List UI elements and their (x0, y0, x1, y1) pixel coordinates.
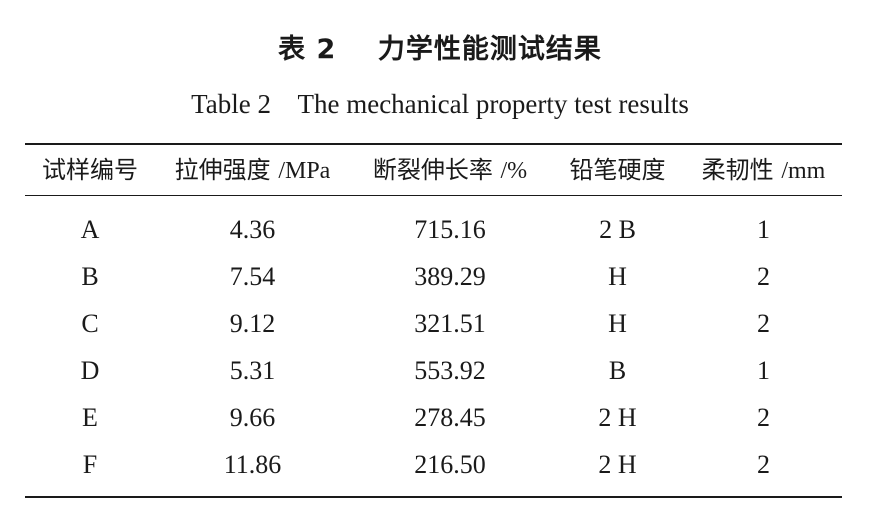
table-caption-english: Table 2 The mechanical property test res… (0, 86, 880, 122)
header-flexibility-unit: /mm (781, 158, 826, 184)
cell-flexibility: 2 (757, 262, 770, 291)
header-elongation-at-break: 断裂伸长率 /% (350, 148, 550, 192)
header-flexibility: 柔韧性 /mm (685, 148, 842, 192)
cell-elongation: 278.45 (414, 403, 486, 432)
table-row: D 5.31 553.92 B 1 (25, 347, 842, 394)
header-tensile-strength-unit: /MPa (278, 158, 331, 184)
table-row: B 7.54 389.29 H 2 (25, 253, 842, 300)
cell-sample-id: F (82, 450, 98, 479)
cell-pencil-hardness: H (608, 262, 627, 291)
cell-tensile-strength: 9.12 (229, 309, 276, 338)
table-row: C 9.12 321.51 H 2 (25, 300, 842, 347)
table-row: E 9.66 278.45 2 H 2 (25, 394, 842, 441)
table-top-rule (25, 143, 842, 145)
cell-elongation: 553.92 (414, 356, 486, 385)
header-pencil-hardness: 铅笔硬度 (550, 148, 685, 192)
cell-sample-id: E (82, 403, 98, 432)
table-row: A 4.36 715.16 2 B 1 (25, 206, 842, 253)
cell-pencil-hardness: 2 B (599, 215, 636, 244)
caption-zh-label: 表 2 (278, 34, 337, 65)
caption-zh-title: 力学性能测试结果 (377, 34, 602, 65)
cell-sample-id: B (81, 262, 99, 291)
header-tensile-strength: 拉伸强度 /MPa (155, 148, 350, 192)
cell-tensile-strength: 4.36 (229, 215, 276, 244)
cell-tensile-strength: 5.31 (229, 356, 276, 385)
cell-pencil-hardness: B (608, 356, 627, 385)
cell-elongation: 321.51 (414, 309, 486, 338)
cell-sample-id: A (80, 215, 100, 244)
caption-en-label: Table 2 (191, 89, 271, 119)
cell-flexibility: 2 (757, 403, 770, 432)
table-body: A 4.36 715.16 2 B 1 B 7.54 389.29 H 2 C … (25, 206, 842, 488)
cell-tensile-strength: 7.54 (229, 262, 276, 291)
cell-pencil-hardness: 2 H (598, 450, 637, 479)
cell-pencil-hardness: H (608, 309, 627, 338)
cell-elongation: 389.29 (414, 262, 486, 291)
cell-elongation: 216.50 (414, 450, 486, 479)
caption-en-title: The mechanical property test results (297, 89, 689, 119)
header-flexibility-text: 柔韧性 (701, 156, 782, 184)
table-row: F 11.86 216.50 2 H 2 (25, 441, 842, 488)
cell-sample-id: C (81, 309, 99, 338)
table-caption-chinese: 表 2 力学性能测试结果 (0, 30, 880, 70)
cell-pencil-hardness: 2 H (598, 403, 637, 432)
cell-flexibility: 2 (757, 450, 770, 479)
cell-flexibility: 2 (757, 309, 770, 338)
header-elongation-unit: /% (500, 158, 528, 184)
cell-tensile-strength: 11.86 (223, 450, 282, 479)
header-sample-id: 试样编号 (25, 148, 155, 192)
header-pencil-hardness-text: 铅笔硬度 (569, 156, 666, 184)
cell-tensile-strength: 9.66 (229, 403, 276, 432)
cell-flexibility: 1 (757, 215, 770, 244)
cell-elongation: 715.16 (414, 215, 486, 244)
header-sample-id-text: 试样编号 (42, 156, 138, 184)
table-bottom-rule (25, 496, 842, 498)
table-header-row: 试样编号 拉伸强度 /MPa 断裂伸长率 /% 铅笔硬度 柔韧性 /mm (25, 148, 842, 192)
cell-flexibility: 1 (757, 356, 770, 385)
header-tensile-strength-text: 拉伸强度 (174, 156, 279, 184)
cell-sample-id: D (80, 356, 100, 385)
header-elongation-text: 断裂伸长率 (372, 156, 501, 184)
table-header-rule (25, 195, 842, 196)
